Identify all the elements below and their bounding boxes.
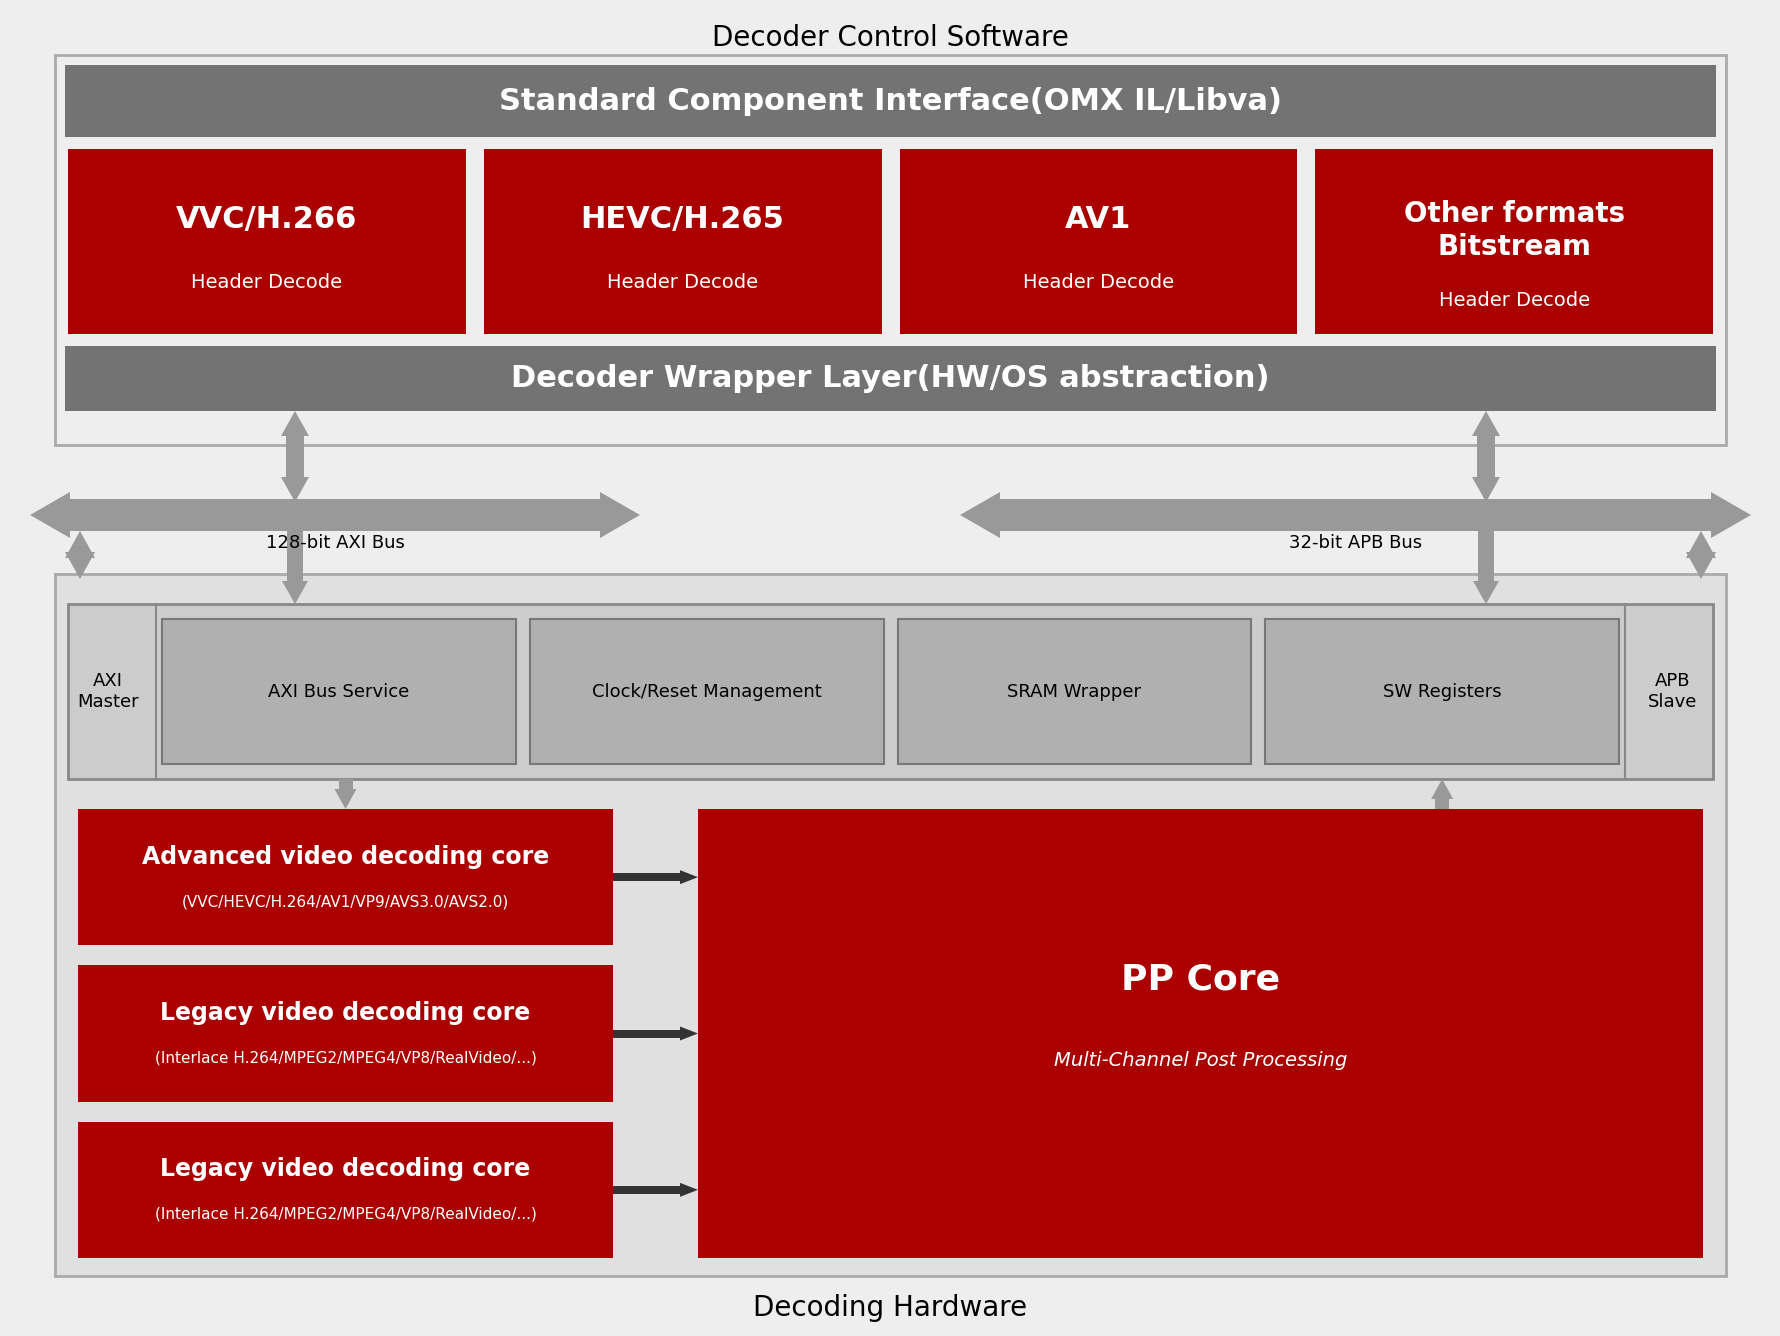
Bar [287, 436, 304, 477]
Bar [69, 500, 600, 530]
Polygon shape [1711, 492, 1750, 538]
Bar [78, 966, 612, 1102]
Polygon shape [64, 552, 94, 578]
Text: (Interlace H.264/MPEG2/MPEG4/VP8/RealVideo/...): (Interlace H.264/MPEG2/MPEG4/VP8/RealVid… [155, 1050, 536, 1066]
Text: Multi-Channel Post Processing: Multi-Channel Post Processing [1054, 1051, 1346, 1070]
Polygon shape [680, 870, 698, 884]
Polygon shape [281, 581, 308, 604]
Text: Header Decode: Header Decode [1438, 291, 1590, 310]
Text: Header Decode: Header Decode [190, 273, 342, 291]
Bar [698, 810, 1702, 1259]
Bar [55, 574, 1725, 1276]
Text: HEVC/H.265: HEVC/H.265 [580, 204, 785, 234]
Bar [484, 150, 881, 334]
Text: 32-bit APB Bus: 32-bit APB Bus [1289, 534, 1420, 552]
Polygon shape [959, 492, 999, 538]
Text: Decoding Hardware: Decoding Hardware [753, 1295, 1027, 1323]
Bar [68, 150, 466, 334]
Text: SW Registers: SW Registers [1381, 683, 1501, 700]
Bar [64, 346, 1716, 411]
Text: VVC/H.266: VVC/H.266 [176, 204, 358, 234]
Bar [78, 810, 612, 946]
Text: (VVC/HEVC/H.264/AV1/VP9/AVS3.0/AVS2.0): (VVC/HEVC/H.264/AV1/VP9/AVS3.0/AVS2.0) [182, 894, 509, 910]
Polygon shape [1472, 477, 1499, 502]
Polygon shape [335, 790, 356, 810]
Bar [1477, 530, 1493, 581]
Bar [899, 150, 1296, 334]
Polygon shape [64, 530, 94, 558]
Bar [69, 552, 91, 558]
Bar [162, 619, 516, 764]
Bar [999, 500, 1711, 530]
Text: Header Decode: Header Decode [1022, 273, 1173, 291]
Polygon shape [30, 492, 69, 538]
Bar [1435, 799, 1449, 810]
Polygon shape [680, 1026, 698, 1041]
Bar [1264, 619, 1618, 764]
Polygon shape [1472, 581, 1499, 604]
Bar [287, 530, 303, 581]
Text: Legacy video decoding core: Legacy video decoding core [160, 1001, 530, 1025]
Text: AXI Bus Service: AXI Bus Service [269, 683, 409, 700]
Bar [612, 1030, 680, 1038]
Bar [1314, 150, 1712, 334]
Bar [897, 619, 1251, 764]
Text: AXI
Master: AXI Master [77, 672, 139, 711]
Polygon shape [680, 1182, 698, 1197]
Text: AV1: AV1 [1064, 204, 1130, 234]
Polygon shape [1431, 779, 1452, 799]
Bar [612, 1186, 680, 1194]
Text: Advanced video decoding core: Advanced video decoding core [142, 844, 548, 868]
Polygon shape [600, 492, 639, 538]
Text: SRAM Wrapper: SRAM Wrapper [1007, 683, 1141, 700]
Text: Clock/Reset Management: Clock/Reset Management [591, 683, 821, 700]
Bar [1476, 436, 1493, 477]
Bar [68, 604, 1712, 779]
Text: Decoder Wrapper Layer(HW/OS abstraction): Decoder Wrapper Layer(HW/OS abstraction) [511, 363, 1269, 393]
Polygon shape [1472, 411, 1499, 436]
Bar [64, 65, 1716, 138]
Text: APB
Slave: APB Slave [1646, 672, 1696, 711]
Text: Other formats
Bitstream: Other formats Bitstream [1403, 200, 1623, 261]
Polygon shape [1686, 530, 1716, 558]
Polygon shape [1686, 552, 1716, 578]
Bar [338, 779, 352, 790]
Bar [612, 874, 680, 882]
Bar [55, 55, 1725, 445]
Bar [1689, 552, 1711, 558]
Text: Standard Component Interface(OMX IL/Libva): Standard Component Interface(OMX IL/Libv… [498, 87, 1282, 115]
Text: 128-bit AXI Bus: 128-bit AXI Bus [265, 534, 404, 552]
Bar [78, 1122, 612, 1259]
Polygon shape [281, 411, 308, 436]
Text: Header Decode: Header Decode [607, 273, 758, 291]
Polygon shape [281, 477, 308, 502]
Text: Decoder Control Software: Decoder Control Software [712, 24, 1068, 52]
Text: (Interlace H.264/MPEG2/MPEG4/VP8/RealVideo/...): (Interlace H.264/MPEG2/MPEG4/VP8/RealVid… [155, 1206, 536, 1222]
Text: Legacy video decoding core: Legacy video decoding core [160, 1157, 530, 1181]
Bar [529, 619, 883, 764]
Text: PP Core: PP Core [1120, 963, 1280, 997]
